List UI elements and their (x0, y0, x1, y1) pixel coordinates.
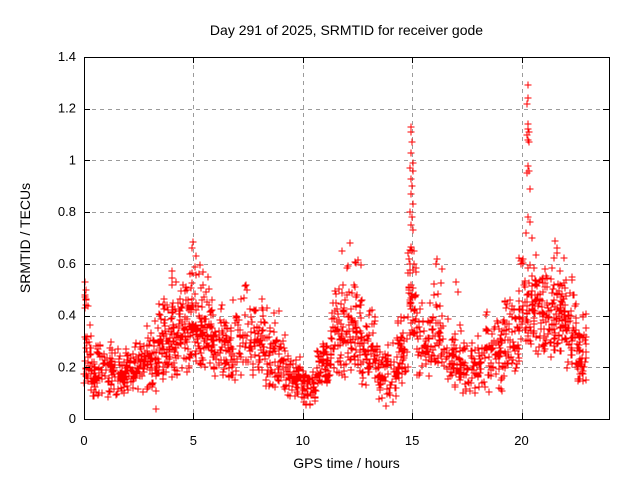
y-tick-label: 0.8 (58, 204, 76, 219)
y-tick-label: 0 (69, 411, 76, 426)
y-tick-label: 1.4 (58, 49, 76, 64)
x-tick-label: 10 (296, 433, 310, 448)
y-tick-label: 1.2 (58, 101, 76, 116)
y-tick-label: 1 (69, 152, 76, 167)
chart-title: Day 291 of 2025, SRMTID for receiver god… (209, 22, 484, 38)
y-tick-label: 0.6 (58, 256, 76, 271)
x-axis-label: GPS time / hours (293, 455, 400, 471)
tick-marks (84, 57, 609, 420)
x-tick-label: 15 (405, 433, 419, 448)
plot-border (84, 57, 610, 420)
x-tick-label: 0 (80, 433, 87, 448)
x-tick-label: 5 (190, 433, 197, 448)
x-tick-label: 20 (514, 433, 528, 448)
y-tick-label: 0.4 (58, 308, 76, 323)
y-tick-label: 0.2 (58, 359, 76, 374)
data-points (80, 81, 590, 413)
